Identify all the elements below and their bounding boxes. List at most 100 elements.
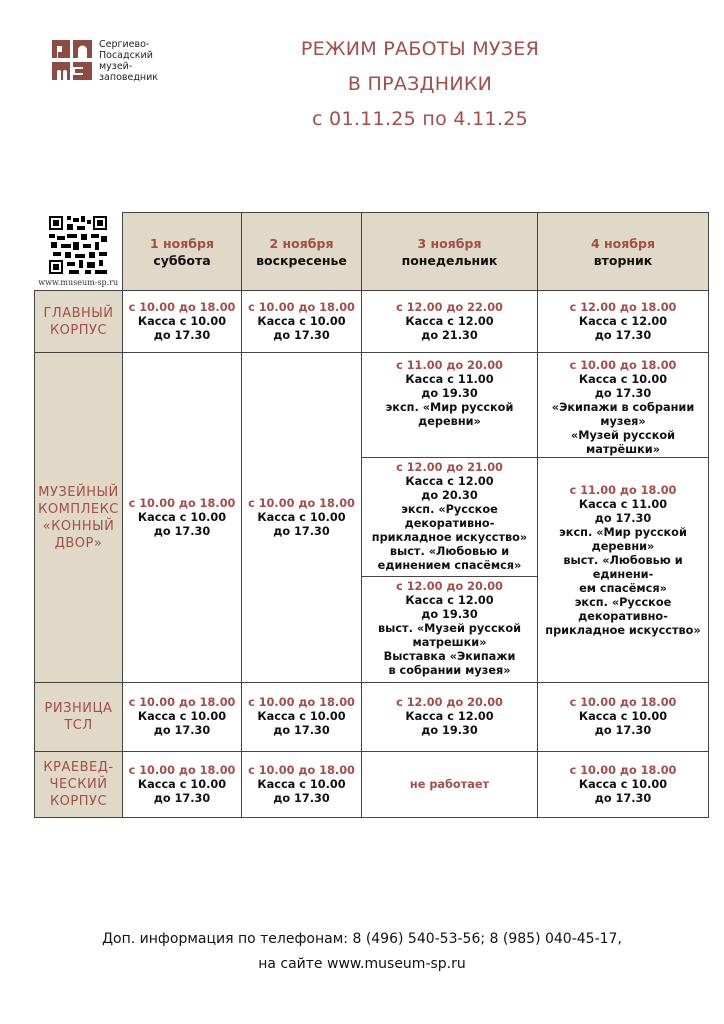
- opening-hours: с 10.00 до 18.00: [128, 496, 236, 510]
- schedule-cell: с 10.00 до 18.00 Касса с 10.00 до 17.30: [241, 290, 362, 353]
- schedule-detail: Касса с 12.00: [405, 475, 494, 488]
- schedule-detail: деревни»: [418, 415, 481, 428]
- schedule-detail: прикладное искусство»: [371, 531, 528, 544]
- schedule-detail: до 17.30: [153, 328, 211, 342]
- opening-hours: с 11.00 до 20.00: [396, 359, 503, 372]
- schedule-detail: до 17.30: [273, 724, 330, 737]
- schedule-cell: с 10.00 до 18.00 Касса с 10.00 до 17.30: [241, 751, 362, 818]
- day-header: 2 ноября воскресенье: [241, 212, 362, 291]
- schedule-detail: Касса с 10.00: [578, 373, 668, 386]
- schedule-cell: с 10.00 до 18.00 Касса с 10.00 до 17.30: [241, 352, 362, 683]
- schedule-detail: до 19.30: [421, 387, 478, 400]
- schedule-detail: до 17.30: [153, 791, 211, 805]
- schedule-cell: не работает: [361, 751, 538, 818]
- schedule-detail: до 17.30: [594, 791, 652, 805]
- opening-hours: с 10.00 до 18.00: [569, 696, 677, 709]
- schedule-detail: ем спасёмся»: [579, 582, 667, 595]
- day-weekday: понедельник: [401, 252, 498, 268]
- schedule-cell: с 12.00 до 20.00 Касса с 12.00 до 19.30 выс…: [361, 576, 538, 683]
- opening-hours: с 12.00 до 20.00: [396, 696, 503, 709]
- schedule-detail: матрёшки»: [585, 443, 661, 456]
- logo-text: Сергиево- Посадский музей- заповедник: [99, 39, 158, 83]
- schedule-table: www.museum-sp.ru 1 ноября суббота 2 ноябр…: [34, 212, 709, 818]
- schedule-detail: Касса с 10.00: [257, 510, 346, 524]
- logo-line: Посадский: [99, 50, 153, 61]
- opening-hours: с 11.00 до 18.00: [569, 484, 677, 497]
- row-kraeved: КРАЕВЕД- ЧЕСКИЙ КОРПУС с 10.00 до 18.00 Кас…: [34, 751, 709, 818]
- row-glavny: ГЛАВНЫЙ КОРПУС с 10.00 до 18.00 Касса с 10…: [34, 290, 709, 353]
- website-url[interactable]: www.museum-sp.ru: [38, 278, 119, 287]
- schedule-detail: до 19.30: [421, 608, 478, 621]
- schedule-detail: Касса с 10.00: [578, 710, 668, 723]
- schedule-detail: эксп. «Мир русской: [385, 401, 514, 414]
- schedule-detail: до 20.30: [421, 489, 478, 502]
- schedule-detail: Касса с 10.00: [137, 510, 227, 524]
- schedule-cell: с 12.00 до 22.00 Касса с 12.00 до 21.30: [361, 290, 538, 353]
- page-title: РЕЖИМ РАБОТЫ МУЗЕЯ: [300, 38, 540, 60]
- schedule-detail: матрешки»: [412, 636, 487, 649]
- building-name: ГЛАВНЫЙ КОРПУС: [34, 290, 123, 353]
- opening-hours: с 12.00 до 21.00: [396, 461, 503, 474]
- row-riznica: РИЗНИЦА ТСЛ с 10.00 до 18.00 Касса с 10.00…: [34, 682, 709, 752]
- schedule-cell: с 10.00 до 18.00 Касса с 10.00 до 17.30: [122, 352, 242, 683]
- opening-hours: с 12.00 до 20.00: [396, 580, 503, 593]
- day-weekday: вторник: [593, 252, 653, 268]
- row-konny: МУЗЕЙНЫЙ КОМПЛЕКС «КОННЫЙ ДВОР» с 10.00 до …: [34, 352, 709, 683]
- schedule-detail: эксп. «Русское: [401, 503, 498, 516]
- schedule-cell: с 10.00 до 18.00 Касса с 10.00 до 17.30: [122, 751, 242, 818]
- opening-hours: с 12.00 до 22.00: [396, 300, 503, 314]
- footer-phones: Доп. информация по телефонам: 8 (496) 54…: [102, 931, 622, 947]
- museum-logo-icon: [52, 40, 92, 80]
- day-weekday: воскресенье: [256, 252, 347, 268]
- schedule-detail: до 17.30: [153, 724, 211, 737]
- schedule-detail: прикладное искусство»: [545, 624, 701, 637]
- day-weekday: суббота: [153, 252, 211, 268]
- schedule-detail: до 17.30: [273, 328, 330, 342]
- schedule-cell: с 10.00 до 18.00 Касса с 10.00 до 17.30: [122, 682, 242, 752]
- schedule-cell: с 12.00 до 21.00 Касса с 12.00 до 20.30 экс…: [361, 457, 538, 577]
- day-header: 1 ноября суббота: [122, 212, 242, 291]
- schedule-detail: «Экипажи в собрании: [551, 401, 695, 414]
- building-name: РИЗНИЦА ТСЛ: [34, 682, 123, 752]
- schedule-detail: выст. «Любовью и единени-: [563, 554, 683, 581]
- opening-hours: с 10.00 до 18.00: [248, 496, 355, 510]
- opening-hours: не работает: [409, 777, 490, 791]
- schedule-detail: выст. «Любовью и: [389, 545, 510, 558]
- schedule-detail: декоративно-: [578, 610, 668, 623]
- schedule-cell: с 10.00 до 18.00 Касса с 10.00 до 17.30: [537, 682, 709, 752]
- day-date: 4 ноября: [590, 235, 655, 251]
- schedule-detail: Касса с 12.00: [405, 314, 494, 328]
- day-header: 3 ноября понедельник: [361, 212, 538, 291]
- schedule-detail: до 17.30: [273, 524, 330, 538]
- day-date: 1 ноября: [149, 235, 214, 251]
- schedule-detail: до 17.30: [153, 524, 211, 538]
- date-range: с 01.11.25 по 4.11.25: [311, 108, 529, 130]
- schedule-detail: эксп. «Русское: [574, 596, 672, 609]
- opening-hours: с 10.00 до 18.00: [248, 763, 355, 777]
- schedule-detail: Выставка «Экипажи: [383, 650, 516, 663]
- day-header: 4 ноября вторник: [537, 212, 709, 291]
- schedule-cell: с 12.00 до 20.00 Касса с 12.00 до 19.30: [361, 682, 538, 752]
- schedule-cell: с 11.00 до 18.00 Касса с 11.00 до 17.30 экс…: [537, 457, 709, 683]
- opening-hours: с 10.00 до 18.00: [128, 300, 236, 314]
- schedule-detail: Касса с 12.00: [405, 594, 494, 607]
- schedule-cell: с 10.00 до 18.00 Касса с 10.00 до 17.30: [122, 290, 242, 353]
- schedule-detail: Касса с 10.00: [137, 710, 227, 723]
- schedule-detail: Касса с 10.00: [257, 710, 346, 723]
- qr-code-icon[interactable]: [49, 216, 108, 274]
- schedule-detail: Касса с 12.00: [578, 314, 668, 328]
- logo-line: заповедник: [99, 72, 159, 83]
- schedule-detail: до 17.30: [273, 791, 330, 805]
- schedule-detail: Касса с 10.00: [257, 314, 346, 328]
- schedule-detail: «Музей русской: [570, 429, 676, 442]
- page-subtitle: В ПРАЗДНИКИ: [347, 73, 493, 95]
- schedule-cell: с 10.00 до 18.00 Касса с 10.00 до 17.30 «Эк…: [537, 352, 709, 458]
- schedule-detail: деревни»: [591, 540, 655, 553]
- opening-hours: с 10.00 до 18.00: [569, 763, 677, 777]
- footer-website: на сайте www.museum-sp.ru: [258, 956, 466, 972]
- schedule-detail: до 17.30: [594, 387, 652, 400]
- schedule-detail: до 19.30: [421, 724, 478, 737]
- schedule-cell: с 11.00 до 20.00 Касса с 11.00 до 19.30 экс…: [361, 352, 538, 458]
- opening-hours: с 10.00 до 18.00: [248, 696, 355, 709]
